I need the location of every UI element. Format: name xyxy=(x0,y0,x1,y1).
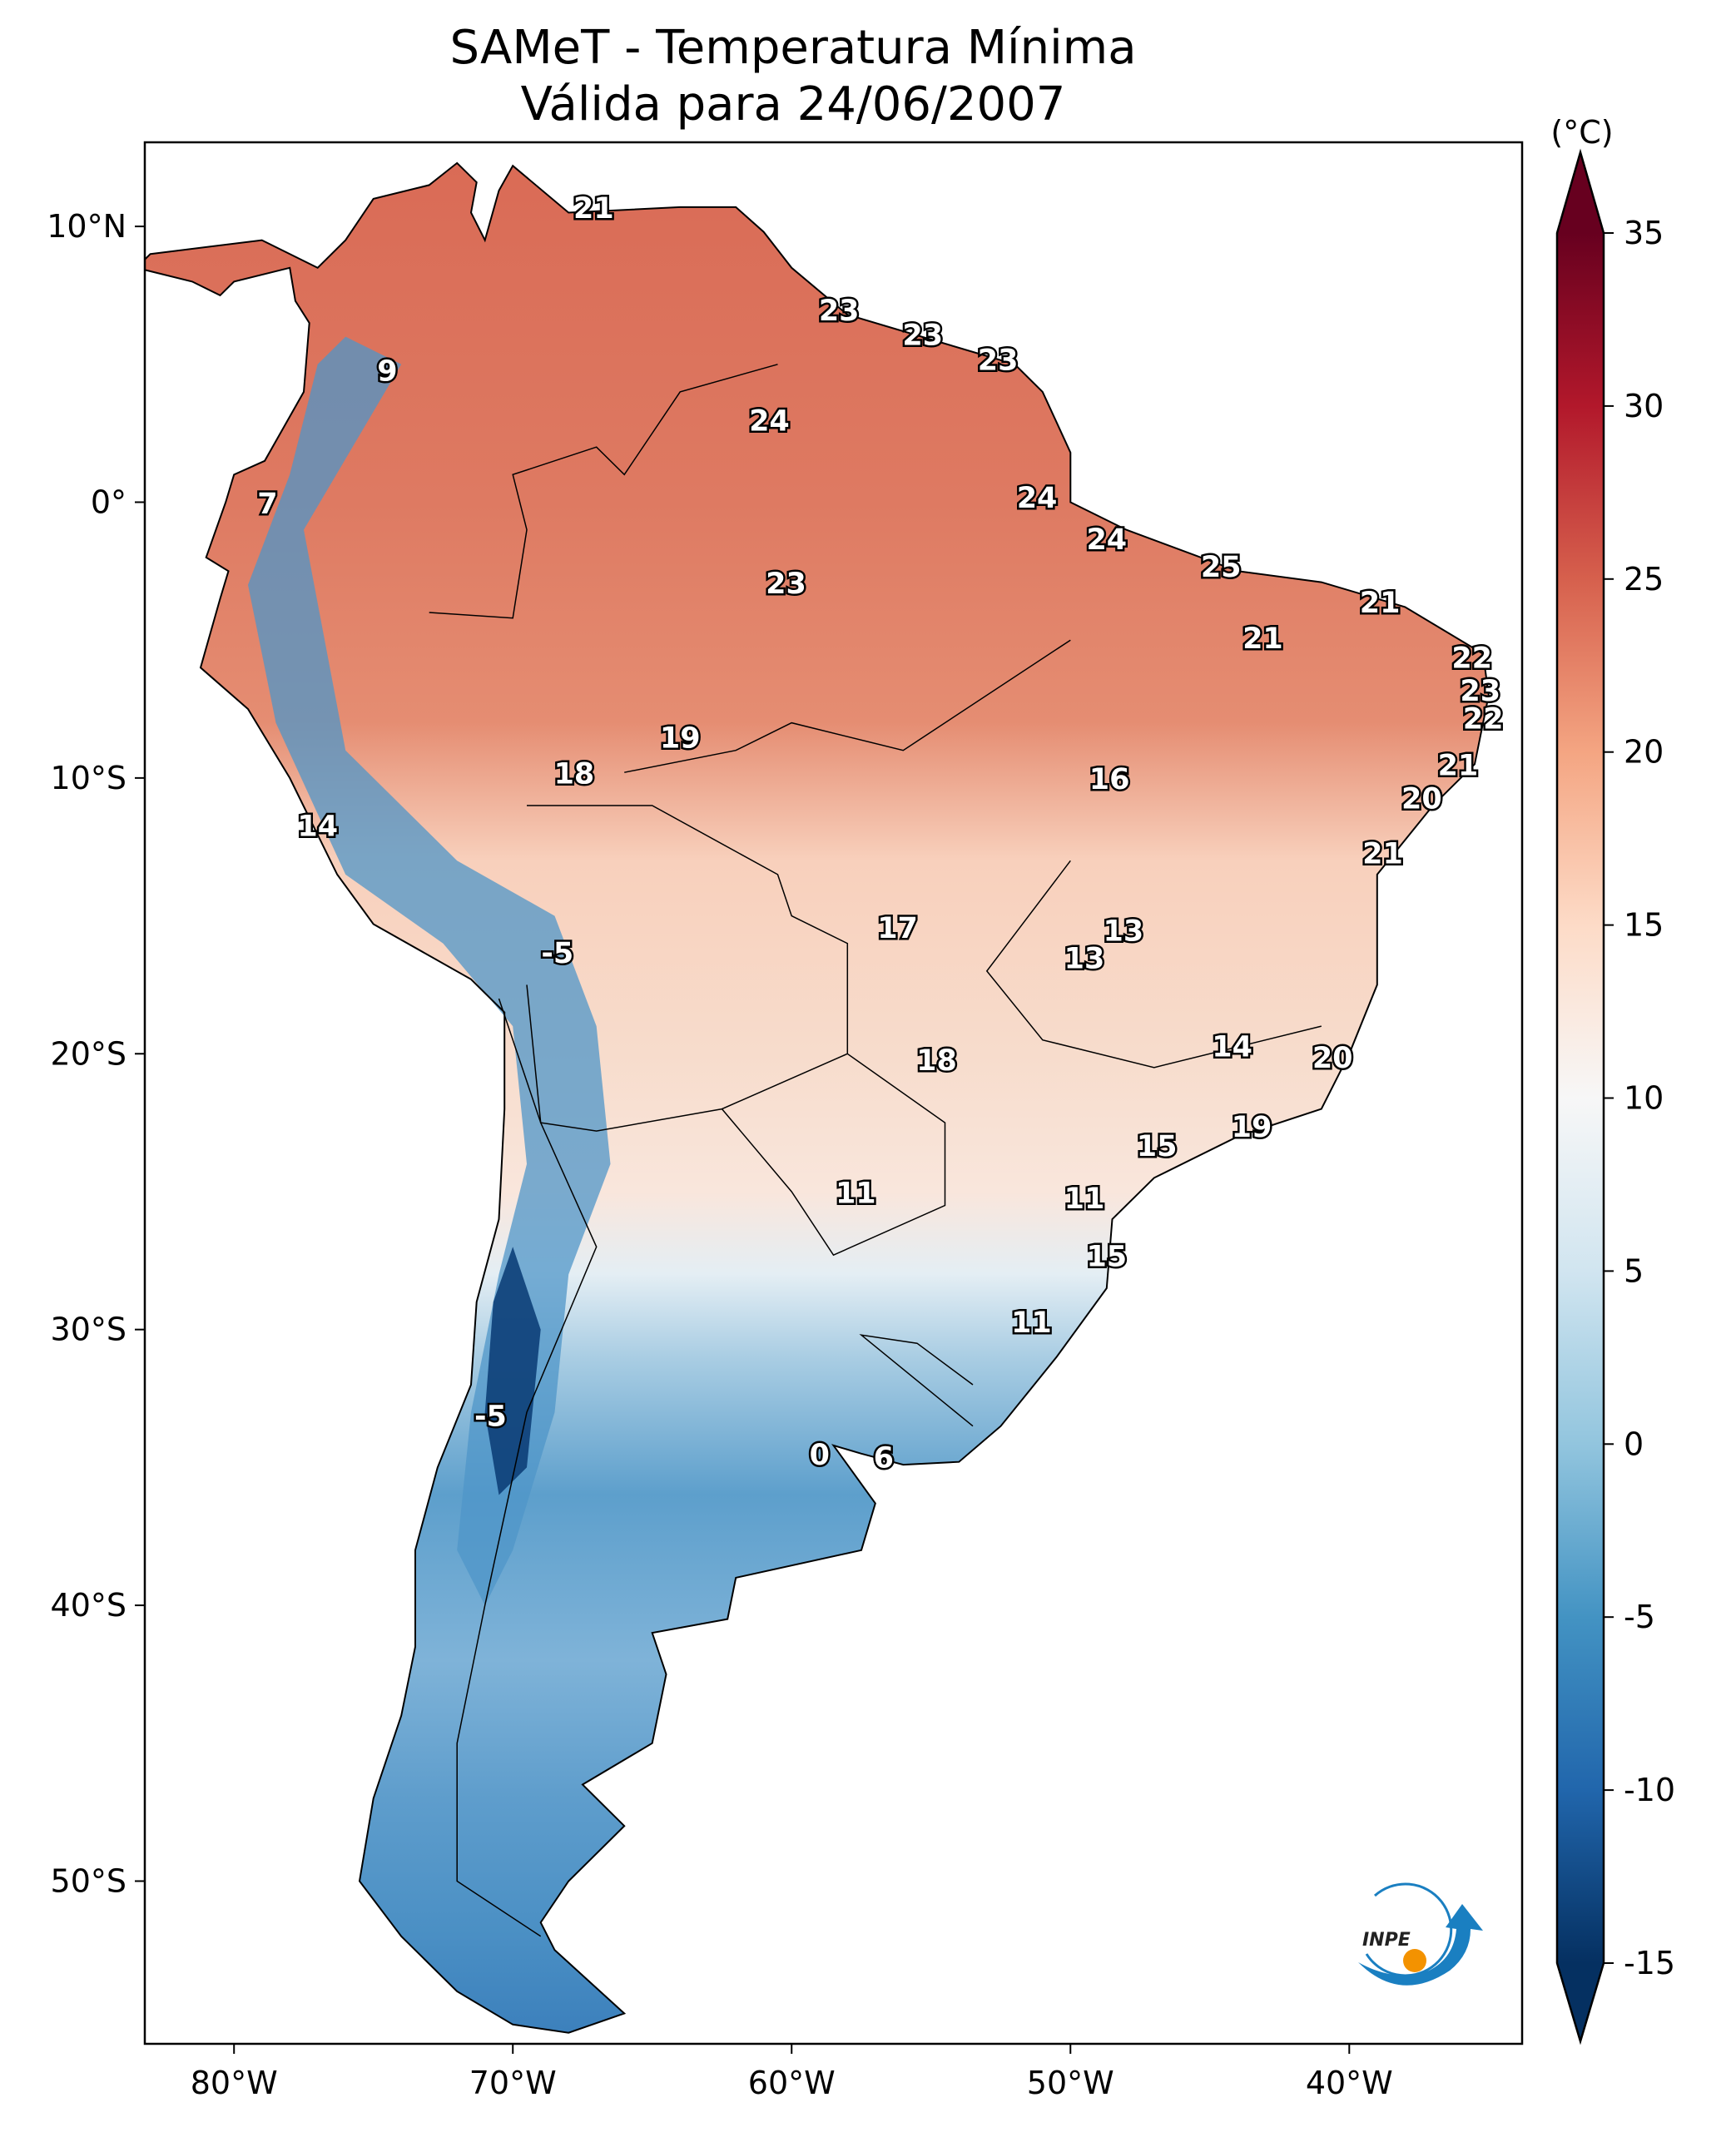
x-tick-label: 40°W xyxy=(1306,2065,1393,2101)
temperature-label: 24 xyxy=(1017,482,1058,515)
y-tick-label: 10°N xyxy=(47,208,126,245)
temperature-label: 22 xyxy=(1451,642,1492,675)
temperature-label: 9 xyxy=(377,355,397,389)
temperature-label: -5 xyxy=(474,1401,507,1434)
colorbar-unit: (°C) xyxy=(1550,114,1613,151)
x-tick-label: 60°W xyxy=(748,2065,836,2101)
temperature-label: 23 xyxy=(766,568,806,601)
border-line xyxy=(859,1334,974,1427)
colorbar-tick-label: -10 xyxy=(1624,1772,1675,1808)
temperature-label: 18 xyxy=(554,758,595,791)
border-line xyxy=(526,805,849,1132)
y-tick-label: 10°S xyxy=(51,760,126,796)
border-line xyxy=(721,1053,946,1257)
temperature-label: 11 xyxy=(1011,1307,1052,1340)
border-line xyxy=(456,998,598,1937)
temperature-label: 22 xyxy=(1463,702,1504,736)
inpe-logo: INPE xyxy=(1358,1882,1483,1986)
colorbar-tick-label: 5 xyxy=(1624,1252,1644,1289)
y-tick-label: 40°S xyxy=(51,1587,126,1624)
temperature-label: 15 xyxy=(1137,1130,1178,1163)
colorbar-tick-label: -5 xyxy=(1624,1599,1655,1635)
temperature-label: 23 xyxy=(819,295,860,328)
logo-text: INPE xyxy=(1362,1930,1411,1951)
x-tick-label: 80°W xyxy=(191,2065,278,2101)
colorbar-gradient xyxy=(1557,233,1604,1963)
temperature-label: 6 xyxy=(874,1441,894,1475)
colorbar-tick-label: 30 xyxy=(1624,388,1664,424)
temperature-label: 21 xyxy=(1242,622,1283,656)
colorbar-min-extend xyxy=(1557,1963,1604,2041)
y-tick-label: 30°S xyxy=(51,1312,126,1348)
border-line xyxy=(429,364,778,619)
x-tick-label: 50°W xyxy=(1027,2065,1114,2101)
colorbar-tick-label: -15 xyxy=(1624,1945,1675,1981)
temperature-label: 0 xyxy=(810,1439,830,1472)
temperature-label: 20 xyxy=(1312,1042,1353,1075)
temperature-label: -5 xyxy=(541,937,573,970)
temperature-label: 23 xyxy=(1460,675,1500,708)
temperature-label: 21 xyxy=(1360,587,1401,620)
colorbar-max-extend xyxy=(1557,152,1604,233)
colorbar-tick-label: 20 xyxy=(1624,734,1664,771)
temperature-label: 19 xyxy=(660,721,701,755)
temperature-label: 24 xyxy=(1086,523,1127,557)
temperature-label: 17 xyxy=(877,912,918,945)
colorbar-tick-label: 0 xyxy=(1624,1426,1644,1462)
temperature-label: 21 xyxy=(1362,838,1403,871)
y-tick-label: 0° xyxy=(91,483,126,520)
y-tick-label: 20°S xyxy=(51,1035,126,1072)
colorbar-tick-label: 25 xyxy=(1624,561,1664,598)
colorbar: 35 30 25 20 15 10 5 0 -5 -10 -15 xyxy=(1555,148,1675,2045)
border-line xyxy=(985,860,1322,1069)
temperature-label: 23 xyxy=(902,320,943,353)
temperature-label: 21 xyxy=(573,192,614,226)
temperature-label: 11 xyxy=(836,1177,876,1210)
border-line xyxy=(624,639,1071,773)
map-frame xyxy=(143,141,1524,2045)
temperature-label: 21 xyxy=(1438,750,1479,783)
map-title: SAMeT - Temperatura Mínima xyxy=(449,21,1137,75)
temperature-label: 15 xyxy=(1086,1241,1127,1274)
andes-coldest-core xyxy=(484,1247,541,1495)
temperature-label: 24 xyxy=(749,404,790,438)
temperature-label: 16 xyxy=(1089,763,1130,796)
temperature-label: 18 xyxy=(916,1044,957,1078)
temperature-label: 23 xyxy=(978,344,1019,377)
temperature-label: 14 xyxy=(297,811,338,844)
x-tick-label: 70°W xyxy=(469,2065,557,2101)
y-tick-label: 50°S xyxy=(51,1862,126,1899)
temperature-label: 19 xyxy=(1232,1111,1272,1144)
temperature-label: 20 xyxy=(1401,782,1442,816)
temperature-label: 13 xyxy=(1064,943,1105,976)
temperature-label: 14 xyxy=(1212,1031,1252,1064)
temperature-label: 13 xyxy=(1104,915,1144,948)
temperature-label: 11 xyxy=(1064,1183,1105,1216)
temperature-label: 7 xyxy=(257,488,277,521)
temperature-label: 25 xyxy=(1201,551,1242,584)
colorbar-tick-label: 35 xyxy=(1624,215,1664,251)
map-subtitle: Válida para 24/06/2007 xyxy=(520,77,1066,131)
colorbar-tick-label: 10 xyxy=(1624,1080,1664,1117)
coastline xyxy=(145,161,1490,2034)
colorbar-tick-label: 15 xyxy=(1624,907,1664,944)
